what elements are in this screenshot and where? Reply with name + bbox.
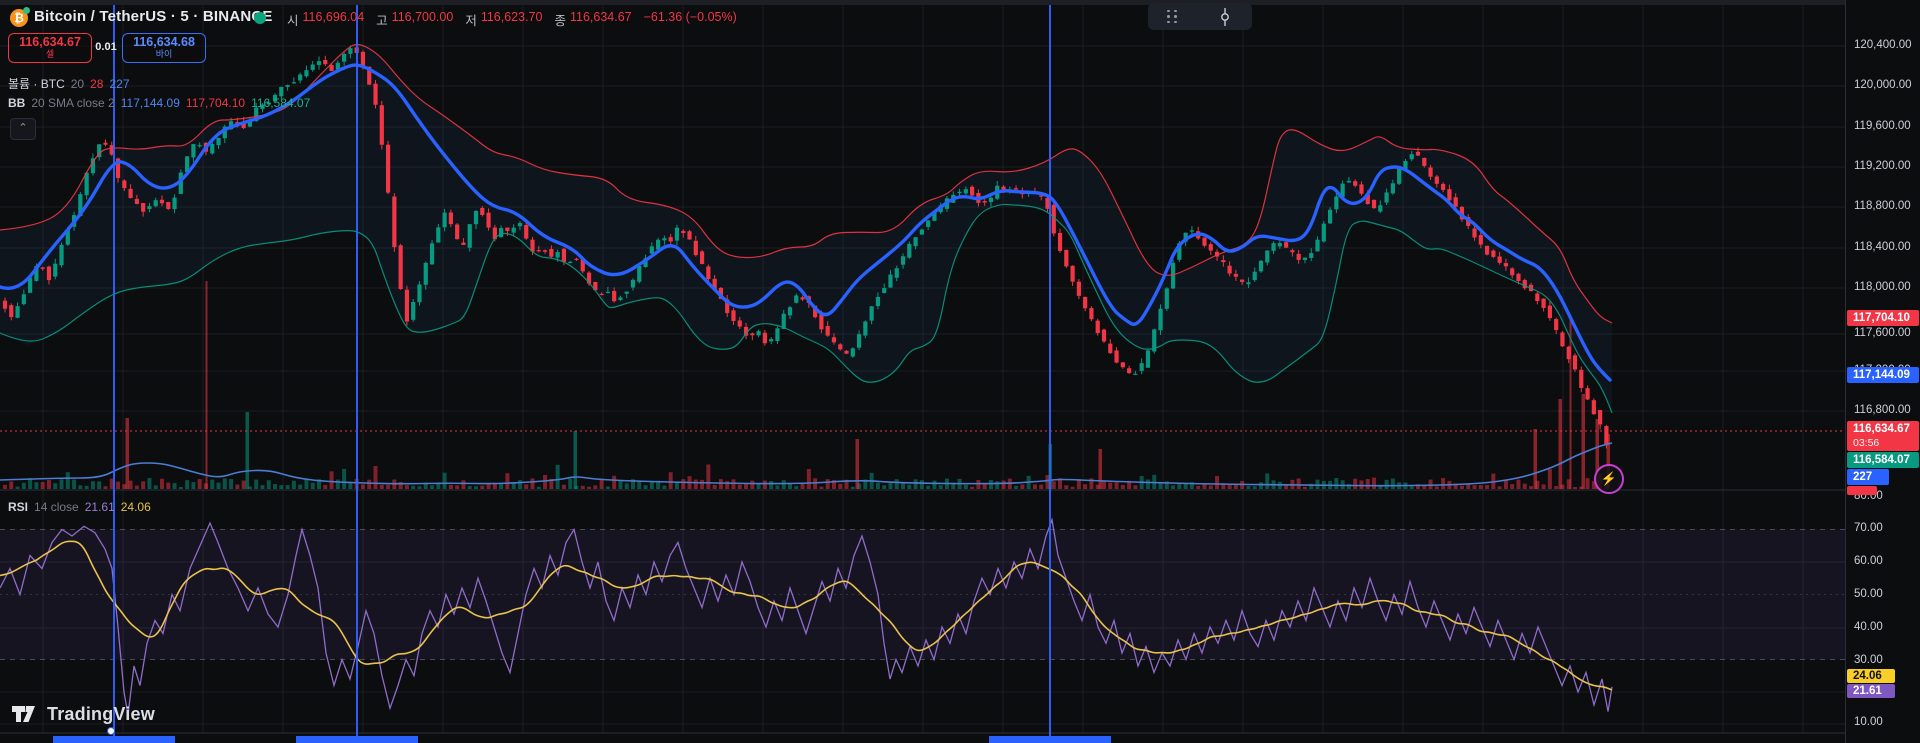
flash-trade-button[interactable]: ⚡ <box>1594 464 1624 494</box>
sell-button[interactable]: 116,634.67 셀 <box>8 33 92 63</box>
price-badge: 21.61 <box>1847 684 1895 698</box>
rsi-value-yellow: 24.06 <box>120 500 151 514</box>
high-label: 고 <box>376 14 388 28</box>
crosshair-slider-icon[interactable] <box>1217 7 1233 27</box>
axis-tick-label: 70.00 <box>1854 522 1883 534</box>
symbol-title[interactable]: Bitcoin / TetherUS · 5 · BINANCE <box>34 8 273 25</box>
price-badge: 227 <box>1847 469 1889 485</box>
high-value: 116,700.00 <box>391 10 454 24</box>
price-axis[interactable]: 120,400.00 120,000.00 119,600.00 119,200.00… <box>1845 0 1920 743</box>
axis-tick-label: 118,000.00 <box>1854 281 1911 293</box>
rsi-value-purple: 21.61 <box>84 500 115 514</box>
price-badge: 117,144.09 <box>1847 367 1919 383</box>
spread-value: 0.01 <box>95 41 117 53</box>
axis-tick-label: 118,400.00 <box>1854 241 1911 253</box>
bar-countdown: 03:56 <box>1853 436 1880 449</box>
tradingview-logo-text: TradingView <box>47 703 155 724</box>
rsi-legend[interactable]: RSI 14 close 21.61 24.06 <box>8 500 151 514</box>
axis-tick-label: 50.00 <box>1854 588 1883 600</box>
axis-tick-label: 117,600.00 <box>1854 327 1911 339</box>
axis-tick-label: 116,800.00 <box>1854 404 1911 416</box>
volume-length: 20 <box>70 77 85 91</box>
price-badge: 117,704.10 <box>1847 310 1919 326</box>
timeline-highlight-bar[interactable] <box>53 736 175 743</box>
vertical-line-drawings[interactable] <box>53 5 1111 743</box>
rsi-params: 14 close <box>34 500 79 514</box>
axis-tick-label: 119,200.00 <box>1854 160 1911 172</box>
buy-price: 116,634.68 <box>133 35 195 50</box>
axis-tick-label: 40.00 <box>1854 621 1883 633</box>
current-price-badge: 116,634.67 03:56 <box>1847 421 1919 451</box>
bb-name: BB <box>8 96 26 110</box>
change-value: −61.36 (−0.05%) <box>643 10 737 24</box>
axis-tick-label: 118,800.00 <box>1854 200 1911 212</box>
bb-lower-value: 116,584.07 <box>251 96 311 110</box>
axis-tick-label: 60.00 <box>1854 555 1883 567</box>
drag-handle-icon[interactable] <box>1167 9 1178 24</box>
bb-upper-value: 117,704.10 <box>185 96 246 110</box>
tradingview-logo-icon <box>12 706 35 722</box>
axis-tick-label: 30.00 <box>1854 654 1883 666</box>
close-value: 116,634.67 <box>569 10 632 24</box>
ohlc-row: 시 116,696.04 고 116,700.00 저 116,623.70 종 116… <box>287 10 745 29</box>
timeline-highlight-bar[interactable] <box>989 736 1111 743</box>
floating-drawing-toolbar[interactable] <box>1148 3 1252 30</box>
chevron-up-icon: ⌃ <box>18 122 28 134</box>
low-value: 116,623.70 <box>480 10 543 24</box>
sell-price: 116,634.67 <box>19 35 81 50</box>
top-edge-strip <box>0 0 1920 5</box>
volume-legend[interactable]: 볼륨 · BTC 20 28 227 <box>8 75 130 92</box>
close-label: 종 <box>554 14 566 28</box>
volume-value-red: 28 <box>90 77 104 91</box>
bb-basis-value: 117,144.09 <box>120 96 180 110</box>
price-badge: 24.06 <box>1847 669 1895 683</box>
axis-tick-label: 10.00 <box>1854 716 1883 728</box>
buy-button[interactable]: 116,634.68 바이 <box>122 33 206 63</box>
bb-legend[interactable]: BB 20 SMA close 2 117,144.09 117,704.10 … <box>8 96 310 110</box>
axis-tick-label: 120,000.00 <box>1854 79 1912 91</box>
tradingview-logo[interactable]: TradingView <box>12 702 155 726</box>
bb-params: 20 SMA close 2 <box>31 96 115 110</box>
market-status-icon[interactable] <box>254 12 266 24</box>
collapse-legend-button[interactable]: ⌃ <box>10 118 36 140</box>
sell-label: 셀 <box>45 49 55 60</box>
volume-value-blue: 227 <box>109 77 130 91</box>
axis-tick-label: 120,400.00 <box>1854 39 1912 51</box>
bitcoin-icon: ₿ <box>10 7 30 27</box>
bitcoin-bubble-icon <box>23 7 30 14</box>
buy-label: 바이 <box>155 49 173 60</box>
axis-tick-label: 119,600.00 <box>1854 120 1911 132</box>
current-price-value: 116,634.67 <box>1853 423 1910 436</box>
timeline-highlight-bar[interactable] <box>296 736 418 743</box>
open-label: 시 <box>287 14 299 28</box>
price-badge <box>1847 486 1877 495</box>
price-badge: 116,584.07 <box>1847 452 1919 468</box>
low-label: 저 <box>465 14 477 28</box>
open-value: 116,696.04 <box>302 10 365 24</box>
volume-name: 볼륨 · BTC <box>8 77 65 91</box>
rsi-name: RSI <box>8 500 29 514</box>
